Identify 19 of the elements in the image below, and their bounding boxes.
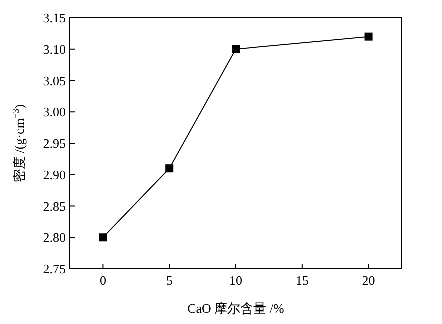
y-tick-label: 3.00 [43, 104, 66, 120]
x-tick-label: 15 [296, 273, 309, 288]
point [364, 32, 373, 41]
y-tick-label: 2.75 [43, 262, 66, 276]
x-tick-label: 5 [166, 273, 173, 288]
y-tick-label: 2.95 [43, 136, 66, 151]
point [166, 164, 174, 173]
point [99, 234, 108, 242]
y-tick-label: 2.85 [43, 198, 66, 214]
x-tick-label: 0 [100, 273, 106, 288]
y-tick-label: 2.80 [43, 230, 66, 246]
x-tick-label: 10 [230, 273, 242, 288]
y-tick-label: 3.15 [43, 10, 66, 26]
y-tick-label: 3.10 [43, 42, 66, 57]
x-axis-title: CaO 摩尔含量 /% [188, 301, 285, 316]
x-tick-label: 20 [362, 273, 376, 288]
y-tick-label: 2.90 [43, 167, 66, 182]
y-tick-label: 3.05 [43, 73, 66, 88]
point [232, 45, 240, 54]
